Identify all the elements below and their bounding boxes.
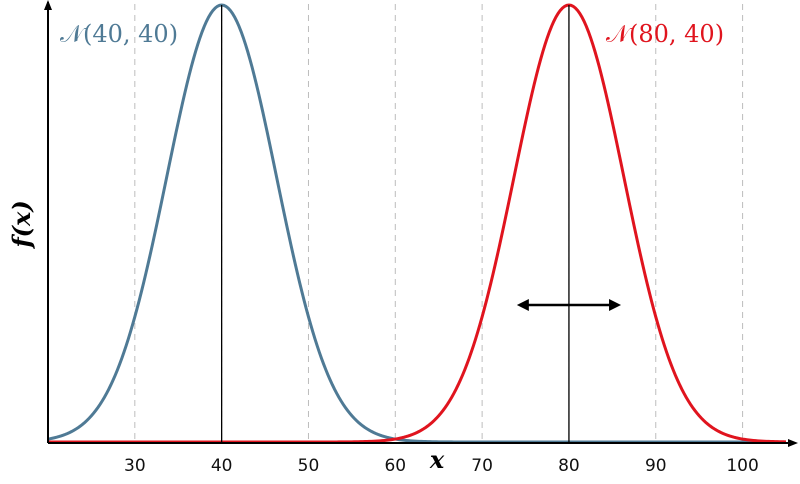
series-label-1: 𝒩(40, 40) — [60, 20, 178, 48]
series-label-2: 𝒩(80, 40) — [606, 20, 724, 48]
x-tick-label: 90 — [645, 456, 667, 476]
x-tick-label: 40 — [211, 456, 233, 476]
tick-labels: 30 40 50 60 70 80 90 100 — [124, 456, 759, 476]
spread-arrow-left-head — [516, 299, 529, 311]
x-tick-label: 30 — [124, 456, 146, 476]
y-axis-title: f(x) — [7, 200, 36, 249]
y-axis-arrowhead — [44, 0, 52, 10]
series-labels: 𝒩(40, 40) 𝒩(80, 40) — [60, 20, 724, 48]
x-tick-label: 100 — [726, 456, 758, 476]
grid-lines — [134, 4, 744, 443]
spread-arrow-right-head — [609, 299, 622, 311]
x-tick-label: 80 — [558, 456, 580, 476]
mean-lines — [220, 5, 570, 443]
x-axis-arrowhead — [788, 439, 798, 447]
series-curve-2 — [48, 3, 787, 444]
x-tick-label: 60 — [384, 456, 406, 476]
annotations — [516, 299, 622, 311]
x-axis-title: x — [429, 445, 445, 474]
x-tick-label: 70 — [471, 456, 493, 476]
axes — [44, 0, 798, 447]
x-tick-label: 50 — [298, 456, 320, 476]
curves — [47, 3, 787, 444]
